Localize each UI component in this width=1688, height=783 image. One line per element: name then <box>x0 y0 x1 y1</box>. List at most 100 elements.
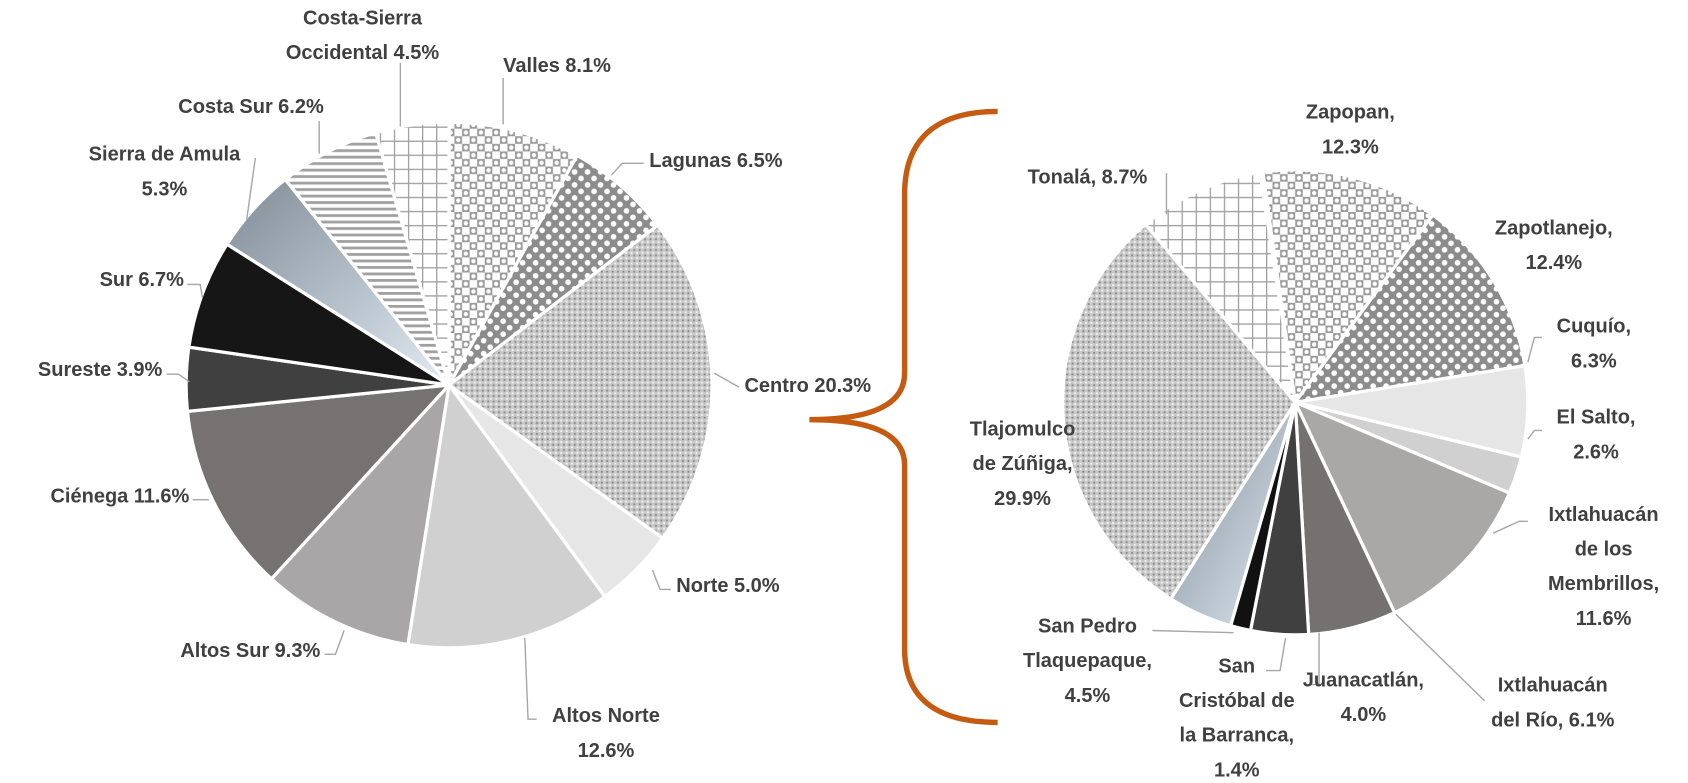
category-label: Tlajomulco <box>970 419 1076 441</box>
pie-slice <box>269 379 452 647</box>
leader-line <box>1311 632 1320 686</box>
category-label: Norte <box>676 576 728 598</box>
slice-label: Tlajomulco <box>970 419 1076 441</box>
slice-label: San <box>1218 656 1255 678</box>
pie-slice <box>447 120 580 392</box>
category-label: Lagunas <box>649 151 731 173</box>
value-label: 12.3% <box>1322 136 1379 158</box>
slice-label: Tonalá, 8.7% <box>1028 167 1148 189</box>
slice-label: San Pedro <box>1038 616 1137 638</box>
leader-line <box>1527 336 1542 363</box>
category-label: Ixtlahuacán <box>1498 675 1608 697</box>
value-label: 3.9% <box>117 359 163 381</box>
category-label: Ciénega <box>50 486 129 508</box>
category-label: de los <box>1575 539 1633 561</box>
category-label: Altos Sur <box>180 640 269 662</box>
leader-line <box>713 372 740 388</box>
value-label: 12.6% <box>578 740 635 762</box>
value-label: 6.5% <box>737 151 783 173</box>
value-label: 6.1% <box>1569 710 1615 732</box>
pie-slice <box>1060 222 1298 602</box>
leader-line <box>166 373 190 383</box>
category-label: San Pedro <box>1038 616 1137 638</box>
leader-line <box>610 162 644 176</box>
value-label: 6.7% <box>138 269 184 291</box>
leader-line <box>1527 429 1542 440</box>
slice-label: Cristóbal de <box>1179 690 1295 712</box>
value-label: 5.3% <box>142 179 188 201</box>
slice-label: Juanacatlán, <box>1303 670 1424 692</box>
category-label: San <box>1218 656 1255 678</box>
slice-label: El Salto, <box>1557 407 1636 429</box>
value-label: 29.9% <box>994 488 1051 510</box>
slice-label: Membrillos, <box>1548 573 1659 595</box>
category-label: Membrillos, <box>1548 573 1659 595</box>
slice-label: Costa Sur 6.2% <box>178 96 324 118</box>
pie <box>184 120 714 650</box>
leader-line <box>1152 629 1234 634</box>
pie-slice <box>1261 168 1436 407</box>
category-label: Tonalá, <box>1028 167 1097 189</box>
slice-label: Ciénega 11.6% <box>50 486 189 508</box>
pie-slice <box>1143 170 1298 408</box>
pie-slice <box>406 380 608 650</box>
leader-line <box>246 157 257 220</box>
value-label: 8.1% <box>565 55 611 77</box>
pie-slice <box>446 222 714 541</box>
slice-label: de los <box>1575 539 1633 561</box>
slice-label: Sureste 3.9% <box>38 359 163 381</box>
value-label: 2.6% <box>1573 441 1619 463</box>
slice-label: Ixtlahuacán <box>1549 504 1659 526</box>
pie-slice <box>185 382 454 582</box>
slice-label: Sierra de Amula <box>89 144 241 166</box>
leader-line <box>651 569 671 591</box>
slice-label: Valles 8.1% <box>503 55 611 77</box>
value-label: 11.6% <box>1576 608 1632 630</box>
leader-line <box>1266 637 1287 672</box>
value-label: 20.3% <box>814 375 871 397</box>
category-label: del Río, <box>1491 710 1563 732</box>
pie-slice <box>1291 399 1512 615</box>
pie-slice <box>373 120 451 386</box>
leader-line <box>324 630 345 656</box>
slice-label: Costa-Sierra <box>303 8 423 30</box>
category-label: Zapopan, <box>1306 102 1395 124</box>
slice-label: Altos Sur 9.3% <box>180 640 320 662</box>
slice-label: Sur 6.7% <box>100 269 185 291</box>
category-label: Cristóbal de <box>1179 690 1295 712</box>
category-label: Occidental <box>286 42 388 64</box>
category-label: de Zúñiga, <box>973 453 1073 475</box>
leader-line <box>1395 613 1486 702</box>
slice-label: Zapotlanejo, <box>1495 218 1613 240</box>
category-label: Zapotlanejo, <box>1495 218 1613 240</box>
category-label: Sierra de Amula <box>89 144 241 166</box>
slice-label: Zapopan, <box>1306 102 1395 124</box>
value-label: 4.5% <box>1065 685 1111 707</box>
category-label: Altos Norte <box>552 705 660 727</box>
category-label: Sur <box>100 269 134 291</box>
value-label: 9.3% <box>275 640 321 662</box>
slice-label: Altos Norte <box>552 705 660 727</box>
slice-label: la Barranca, <box>1180 725 1295 747</box>
category-label: Centro <box>744 375 808 397</box>
value-label: 4.0% <box>1341 704 1387 726</box>
value-label: 6.2% <box>278 96 324 118</box>
category-label: Cuquío, <box>1557 316 1631 338</box>
value-label: 11.6% <box>134 486 190 508</box>
category-label: Costa-Sierra <box>303 8 423 30</box>
slice-label: de Zúñiga, <box>973 453 1073 475</box>
value-label: 8.7% <box>1102 167 1148 189</box>
value-label: 6.3% <box>1571 351 1617 373</box>
bracket <box>809 108 998 726</box>
pie <box>1060 168 1530 637</box>
pie-slice <box>187 241 450 387</box>
value-label: 4.5% <box>394 42 440 64</box>
value-label: 12.4% <box>1525 252 1582 274</box>
pie-slice <box>1291 212 1527 405</box>
slice-label: Lagunas 6.5% <box>649 151 782 173</box>
slice-label: del Río, 6.1% <box>1491 710 1614 732</box>
slice-label: Norte 5.0% <box>676 576 779 598</box>
leader-line <box>524 638 537 720</box>
category-label: Tlaquepaque, <box>1023 650 1152 672</box>
